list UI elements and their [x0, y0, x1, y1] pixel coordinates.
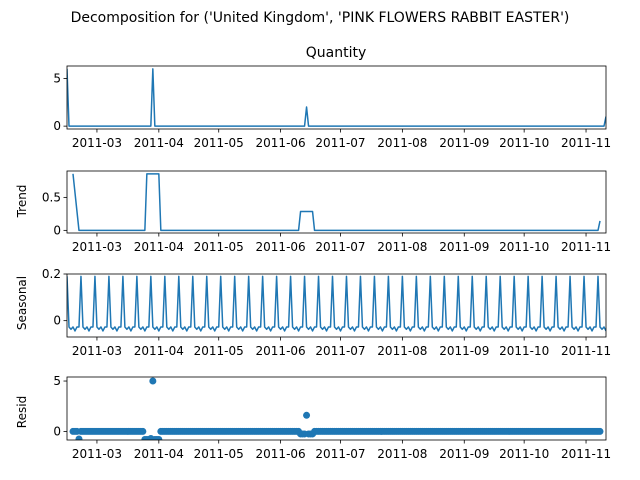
seasonal-axes-frame [66, 273, 607, 338]
trend-ytick-label: 0.5 [42, 190, 61, 204]
quantity-xtick-label: 2011-10 [499, 136, 549, 150]
trend-axes-frame [66, 170, 607, 234]
resid-point [155, 436, 163, 440]
quantity-xtick-label: 2011-04 [134, 136, 184, 150]
resid-ytick-label: 5 [53, 374, 61, 388]
seasonal-ytick-label: 0.2 [42, 267, 61, 281]
seasonal-xtick-label: 2011-05 [194, 344, 244, 358]
quantity-ytick-label: 0 [53, 119, 61, 133]
resid-axes-frame [66, 376, 607, 441]
seasonal-xtick-label: 2011-09 [439, 344, 489, 358]
seasonal-plot-area [67, 275, 606, 332]
resid-xtick-label: 2011-11 [561, 447, 611, 461]
resid-xtick-label: 2011-04 [134, 447, 184, 461]
quantity-plot-area [67, 68, 606, 127]
trend-xtick-label: 2011-08 [377, 240, 427, 254]
quantity-xtick-label: 2011-09 [439, 136, 489, 150]
resid-xtick-label: 2011-09 [439, 447, 489, 461]
quantity-xtick-label: 2011-05 [194, 136, 244, 150]
figure-suptitle: Decomposition for ('United Kingdom', 'PI… [71, 10, 570, 26]
trend-xtick-label: 2011-09 [439, 240, 489, 254]
resid-xtick-label: 2011-08 [377, 447, 427, 461]
panel-quantity: 0 5 2011-03 2011-04 2011-05 2011-06 2011-07 201… [53, 65, 611, 150]
trend-xtick-label: 2011-10 [499, 240, 549, 254]
seasonal-xtick-label: 2011-11 [561, 344, 611, 358]
resid-plot-area [69, 377, 604, 440]
quantity-xtick-label: 2011-07 [315, 136, 365, 150]
seasonal-series-line [67, 275, 606, 332]
quantity-xtick-label: 2011-03 [72, 136, 122, 150]
trend-xtick-label: 2011-11 [561, 240, 611, 254]
resid-ytick-label: 0 [53, 424, 61, 438]
resid-xtick-label: 2011-07 [315, 447, 365, 461]
ylabel-resid: Resid [15, 396, 29, 428]
resid-point [139, 427, 147, 435]
trend-xtick-label: 2011-03 [72, 240, 122, 254]
ylabel-seasonal: Seasonal [15, 276, 29, 330]
quantity-series-line [67, 68, 606, 127]
panel-trend: 0 0.5 2011-03 2011-04 2011-05 2011-06 2011-07 2… [42, 170, 611, 254]
trend-xtick-label: 2011-05 [194, 240, 244, 254]
panel-resid: 0 5 2011-03 2011-04 2011-05 2011-06 2011-07 201… [53, 374, 611, 461]
resid-xtick-label: 2011-06 [256, 447, 306, 461]
resid-point [149, 377, 157, 385]
resid-point [75, 435, 83, 440]
seasonal-xtick-label: 2011-04 [134, 344, 184, 358]
seasonal-xtick-label: 2011-08 [377, 344, 427, 358]
quantity-ytick-label: 5 [53, 71, 61, 85]
trend-xtick-label: 2011-04 [134, 240, 184, 254]
trend-series-line [72, 173, 601, 232]
ylabel-trend: Trend [15, 185, 29, 219]
quantity-xtick-label: 2011-11 [561, 136, 611, 150]
quantity-xtick-label: 2011-06 [256, 136, 306, 150]
seasonal-xtick-label: 2011-10 [499, 344, 549, 358]
resid-xtick-label: 2011-03 [72, 447, 122, 461]
resid-xtick-label: 2011-10 [499, 447, 549, 461]
seasonal-xtick-label: 2011-03 [72, 344, 122, 358]
quantity-xtick-label: 2011-08 [377, 136, 427, 150]
trend-ytick-label: 0 [53, 223, 61, 237]
resid-point [303, 411, 311, 419]
resid-xtick-label: 2011-05 [194, 447, 244, 461]
resid-point [596, 427, 604, 435]
trend-plot-area [72, 173, 601, 232]
seasonal-xtick-label: 2011-06 [256, 344, 306, 358]
quantity-axes-frame [66, 65, 607, 130]
trend-xtick-label: 2011-06 [256, 240, 306, 254]
trend-xtick-label: 2011-07 [315, 240, 365, 254]
panel-seasonal: 0 0.2 2011-03 2011-04 2011-05 2011-06 2011-07 2… [42, 267, 611, 358]
seasonal-xtick-label: 2011-07 [315, 344, 365, 358]
panel-title-quantity: Quantity [306, 45, 367, 61]
seasonal-ytick-label: 0 [53, 314, 61, 328]
